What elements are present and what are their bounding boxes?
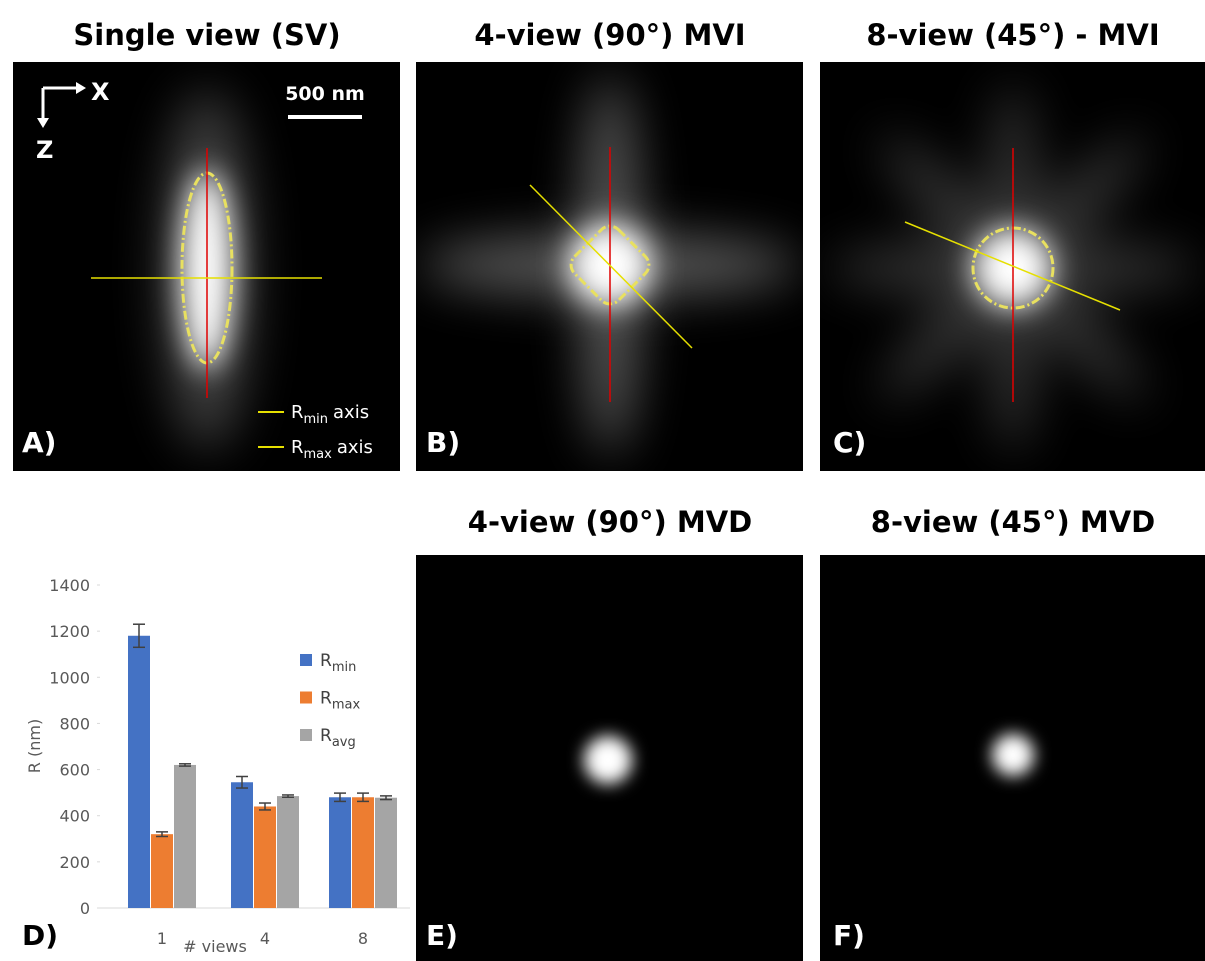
- y-tick-label: 1000: [49, 668, 90, 687]
- panel-label: E): [426, 919, 458, 952]
- y-axis-label: R (nm): [25, 719, 44, 773]
- legend-symbol: R: [320, 651, 332, 671]
- bar: [277, 796, 299, 908]
- legend-symbol: R: [320, 689, 332, 709]
- y-tick-label: 400: [59, 807, 90, 826]
- axis-x: X: [91, 78, 110, 106]
- legend-swatch: [300, 692, 312, 704]
- panel-label: F): [833, 919, 865, 952]
- legend-symbol: R: [320, 726, 332, 746]
- y-tick-label: 1400: [49, 576, 90, 595]
- bar: [254, 806, 276, 908]
- y-tick-label: 600: [59, 761, 90, 780]
- text: axis: [333, 402, 369, 423]
- x-axis-label: # views: [183, 937, 247, 956]
- panel-c: [820, 62, 1205, 471]
- panel-title: 4-view (90°) MVD: [468, 505, 752, 539]
- bar: [128, 636, 150, 908]
- bar: [174, 765, 196, 908]
- legend-subscript: avg: [332, 735, 356, 750]
- y-tick-label: 0: [80, 899, 90, 918]
- spot: [584, 736, 632, 784]
- text: axis: [337, 437, 373, 458]
- legend-swatch: [300, 654, 312, 666]
- bar: [352, 797, 374, 908]
- legend-swatch: [300, 729, 312, 741]
- bar: [151, 834, 173, 908]
- panel-title: 8-view (45°) MVD: [871, 505, 1155, 539]
- symbol: R: [291, 402, 304, 423]
- y-tick-label: 800: [59, 714, 90, 733]
- y-tick-label: 200: [59, 853, 90, 872]
- panel-label: A): [22, 426, 56, 459]
- panel-title: 8-view (45°) - MVI: [866, 18, 1159, 52]
- x-tick-label: 1: [157, 929, 167, 948]
- panel-label: D): [22, 919, 58, 952]
- spot: [992, 734, 1034, 776]
- panel-label: B): [426, 426, 460, 459]
- panel-title: 4-view (90°) MVI: [474, 18, 745, 52]
- symbol: R: [291, 437, 304, 458]
- subscript: min: [304, 412, 329, 427]
- legend-subscript: min: [332, 660, 357, 675]
- subscript: max: [304, 447, 333, 462]
- x-tick-label: 4: [260, 929, 270, 948]
- panel-title: Single view (SV): [73, 18, 340, 52]
- bar: [375, 798, 397, 908]
- x-tick-label: 8: [358, 929, 368, 948]
- panel-b: [416, 62, 803, 471]
- bar: [231, 782, 253, 908]
- legend-label: Rmax: [320, 689, 360, 713]
- bar: [329, 797, 351, 908]
- panel-label: C): [833, 426, 866, 459]
- legend-label: Rmin: [320, 651, 356, 675]
- y-tick-label: 1200: [49, 622, 90, 641]
- legend-label: Ravg: [320, 726, 356, 750]
- legend-subscript: max: [332, 698, 361, 713]
- axis-z: Z: [36, 136, 53, 164]
- error-bar: [156, 832, 168, 837]
- figure: Single view (SV) 4-view (90°) MVI 8-view…: [0, 0, 1205, 961]
- scale-bar-label: 500 nm: [285, 83, 365, 105]
